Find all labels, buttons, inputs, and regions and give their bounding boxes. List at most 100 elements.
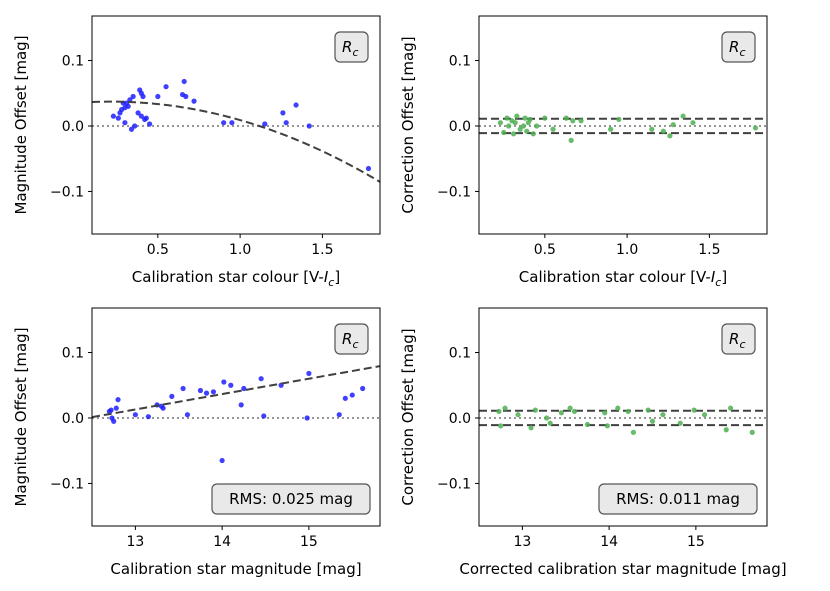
data-point xyxy=(132,412,138,418)
data-point xyxy=(163,84,169,90)
plot-area xyxy=(479,405,767,435)
data-point xyxy=(615,405,621,411)
y-tick-label: 0.1 xyxy=(62,54,84,70)
y-tick-label: 0.1 xyxy=(449,54,471,70)
rms-label-box: RMS: 0.025 mag xyxy=(211,483,371,515)
y-tick-label: 0.0 xyxy=(449,411,471,427)
data-point xyxy=(115,397,121,403)
data-point xyxy=(567,405,573,411)
data-point xyxy=(498,423,504,429)
data-point xyxy=(138,113,144,119)
data-point xyxy=(258,376,264,382)
data-point xyxy=(122,120,128,126)
data-point xyxy=(602,410,608,416)
x-tick-label: 1.0 xyxy=(229,242,251,258)
data-point xyxy=(520,123,527,129)
x-tick-label: 15 xyxy=(300,534,318,550)
band-label-box: Rc xyxy=(334,31,369,63)
data-point xyxy=(568,137,574,143)
data-point xyxy=(501,129,507,136)
data-point xyxy=(221,379,227,385)
axes-frame xyxy=(478,15,768,235)
data-point xyxy=(660,128,666,134)
axes-frame xyxy=(91,15,381,235)
data-point xyxy=(304,415,310,421)
data-point xyxy=(502,405,508,411)
rms-label-box: RMS: 0.011 mag xyxy=(598,483,758,515)
data-point xyxy=(690,120,696,126)
band-label-box: Rc xyxy=(721,323,756,355)
axes-frame xyxy=(478,307,768,527)
data-point xyxy=(649,126,655,132)
y-axis-label: Correction Offset [mag] xyxy=(399,36,417,213)
data-point xyxy=(108,407,114,413)
x-axis-label: Corrected calibration star magnitude [ma… xyxy=(459,560,786,578)
data-point xyxy=(115,115,121,121)
x-tick-label: 0.5 xyxy=(534,242,556,258)
data-point xyxy=(563,115,569,121)
data-point xyxy=(514,113,520,119)
x-tick-label: 1.5 xyxy=(311,242,333,258)
data-point xyxy=(293,102,299,108)
y-tick-label: −0.1 xyxy=(50,184,84,200)
y-tick-label: −0.1 xyxy=(50,476,84,492)
data-point xyxy=(360,385,366,392)
data-point xyxy=(497,120,503,126)
data-point xyxy=(229,120,235,126)
data-point xyxy=(571,408,578,415)
data-point xyxy=(578,118,584,124)
data-point xyxy=(125,103,131,109)
data-point xyxy=(550,126,556,132)
data-point xyxy=(221,120,227,126)
y-tick-label: 0.1 xyxy=(449,346,471,362)
data-point xyxy=(143,115,149,121)
band-label-box: Rc xyxy=(334,323,369,355)
data-point xyxy=(169,393,175,399)
data-point xyxy=(616,116,622,123)
data-point xyxy=(197,387,204,394)
chart-panel-1: 0.5 1.0 1.5 0.1 0.0 −0.1 Calibration star colo… xyxy=(12,15,381,289)
y-axis-label: Magnitude Offset [mag] xyxy=(12,327,30,506)
x-tick-label: 13 xyxy=(513,534,531,550)
data-point xyxy=(210,389,217,395)
data-point xyxy=(515,412,521,418)
data-point xyxy=(228,382,234,388)
y-axis-label: Correction Offset [mag] xyxy=(399,328,417,505)
data-point xyxy=(160,405,166,411)
data-point xyxy=(349,392,355,398)
data-point xyxy=(670,122,676,128)
data-point xyxy=(510,131,517,137)
data-point xyxy=(135,110,141,116)
data-point xyxy=(128,126,135,132)
data-point xyxy=(241,385,247,392)
data-point xyxy=(547,420,553,426)
data-point xyxy=(584,421,591,428)
data-point xyxy=(534,123,540,129)
data-point xyxy=(630,429,637,435)
band-label: Rc xyxy=(729,330,746,351)
data-point xyxy=(262,121,268,127)
plot-area xyxy=(479,113,767,143)
band-label: Rc xyxy=(342,330,359,351)
y-tick-label: 0.0 xyxy=(62,119,84,135)
data-point xyxy=(522,115,528,121)
data-point xyxy=(558,410,565,416)
band-label-box: Rc xyxy=(721,31,756,63)
data-point xyxy=(608,126,614,132)
data-point xyxy=(365,165,372,172)
plot-area xyxy=(92,78,380,183)
data-point xyxy=(183,93,189,100)
data-point xyxy=(140,93,146,100)
rms-label: RMS: 0.025 mag xyxy=(229,490,353,508)
plot-area xyxy=(92,365,380,464)
y-tick-label: 0.0 xyxy=(62,411,84,427)
data-point xyxy=(306,370,312,377)
data-point xyxy=(219,457,225,464)
data-point xyxy=(504,115,510,121)
fit-line xyxy=(92,365,380,419)
data-point xyxy=(645,407,651,413)
axes-frame xyxy=(91,307,381,527)
band-label: Rc xyxy=(342,38,359,59)
data-point xyxy=(111,418,117,424)
